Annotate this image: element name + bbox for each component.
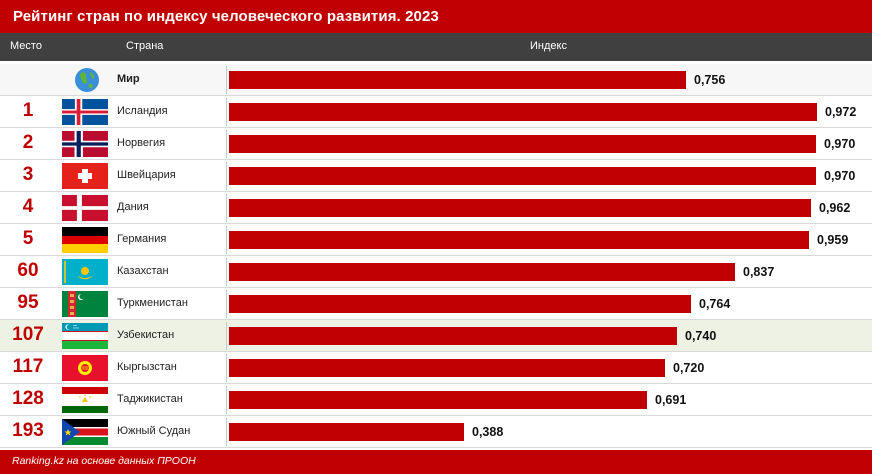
bar xyxy=(229,199,811,217)
rank-label: 1 xyxy=(22,100,34,121)
rank-label: 2 xyxy=(22,132,34,153)
footer: Ranking.kz на основе данных ПРООН xyxy=(0,450,872,474)
axis-divider xyxy=(226,418,227,446)
header-rank: Место xyxy=(10,40,42,52)
country-label: Узбекистан xyxy=(117,329,175,341)
denmark-flag-icon xyxy=(62,195,108,221)
table-row: 128 Таджикистан 0,691 xyxy=(0,384,872,416)
value-label: 0,691 xyxy=(655,393,687,407)
value-label: 0,720 xyxy=(673,361,705,375)
rank-label: 60 xyxy=(17,260,39,281)
table-row: 60 Казахстан 0,837 xyxy=(0,256,872,288)
norway-flag-icon xyxy=(62,131,108,157)
table-header: Место Страна Индекс xyxy=(0,33,872,61)
axis-divider xyxy=(226,258,227,286)
uzbekistan-flag-icon xyxy=(62,323,108,349)
bar xyxy=(229,359,665,377)
table-row: 4 Дания 0,962 xyxy=(0,192,872,224)
rank-label: 117 xyxy=(12,356,44,377)
value-label: 0,764 xyxy=(699,297,731,311)
country-label: Туркменистан xyxy=(117,297,188,309)
country-label: Исландия xyxy=(117,105,168,117)
country-label: Южный Судан xyxy=(117,425,191,437)
globe-icon xyxy=(74,67,100,93)
rank-label: 3 xyxy=(22,164,34,185)
axis-divider xyxy=(226,226,227,254)
rank-label: 193 xyxy=(12,420,44,441)
bar xyxy=(229,71,686,89)
source-note: Ranking.kz на основе данных ПРООН xyxy=(12,455,196,467)
germany-flag-icon xyxy=(62,227,108,253)
value-label: 0,972 xyxy=(825,105,857,119)
value-label: 0,740 xyxy=(685,329,717,343)
value-label: 0,962 xyxy=(819,201,851,215)
rank-label: 5 xyxy=(22,228,34,249)
bar xyxy=(229,391,647,409)
bar xyxy=(229,295,691,313)
iceland-flag-icon xyxy=(62,99,108,125)
value-label: 0,970 xyxy=(824,137,856,151)
rank-label: 95 xyxy=(17,292,39,313)
table-row: 5 Германия 0,959 xyxy=(0,224,872,256)
country-label: Норвегия xyxy=(117,137,166,149)
table-row: 117 Кыргызстан 0,720 xyxy=(0,352,872,384)
kyrgyzstan-flag-icon xyxy=(62,355,108,381)
axis-divider xyxy=(226,66,227,94)
value-label: 0,959 xyxy=(817,233,849,247)
value-label: 0,756 xyxy=(694,73,726,87)
switzerland-flag-icon xyxy=(62,163,108,189)
axis-divider xyxy=(226,130,227,158)
bar xyxy=(229,167,816,185)
chart-title: Рейтинг стран по индексу человеческого р… xyxy=(13,8,439,25)
axis-divider xyxy=(226,354,227,382)
bar xyxy=(229,103,817,121)
axis-divider xyxy=(226,194,227,222)
axis-divider xyxy=(226,162,227,190)
table-row: 107 Узбекистан 0,740 xyxy=(0,320,872,352)
axis-divider xyxy=(226,322,227,350)
tajikistan-flag-icon xyxy=(62,387,108,413)
bar xyxy=(229,231,809,249)
kazakhstan-flag-icon xyxy=(62,259,108,285)
header-index: Индекс xyxy=(530,40,567,52)
table-row: 3 Швейцария 0,970 xyxy=(0,160,872,192)
country-label: Таджикистан xyxy=(117,393,183,405)
axis-divider xyxy=(226,290,227,318)
title-bar: Рейтинг стран по индексу человеческого р… xyxy=(0,0,872,33)
bar xyxy=(229,327,677,345)
south-sudan-flag-icon xyxy=(62,419,108,445)
axis-divider xyxy=(226,98,227,126)
country-label: Кыргызстан xyxy=(117,361,177,373)
value-label: 0,388 xyxy=(472,425,504,439)
country-label: Германия xyxy=(117,233,167,245)
bar xyxy=(229,135,816,153)
table-row: 2 Норвегия 0,970 xyxy=(0,128,872,160)
country-label: Мир xyxy=(117,73,140,85)
country-label: Швейцария xyxy=(117,169,176,181)
turkmenistan-flag-icon xyxy=(62,291,108,317)
value-label: 0,837 xyxy=(743,265,775,279)
bar xyxy=(229,263,735,281)
header-country: Страна xyxy=(126,40,164,52)
axis-divider xyxy=(226,386,227,414)
table-row: 193 Южный Судан 0,388 xyxy=(0,416,872,448)
country-label: Казахстан xyxy=(117,265,169,277)
rank-label: 107 xyxy=(12,324,44,345)
bar xyxy=(229,423,464,441)
table-row: 1 Исландия 0,972 xyxy=(0,96,872,128)
country-label: Дания xyxy=(117,201,149,213)
rank-label: 128 xyxy=(12,388,44,409)
table-row: Мир 0,756 xyxy=(0,64,872,96)
value-label: 0,970 xyxy=(824,169,856,183)
table-row: 95 Туркменистан 0,764 xyxy=(0,288,872,320)
rank-label: 4 xyxy=(22,196,34,217)
